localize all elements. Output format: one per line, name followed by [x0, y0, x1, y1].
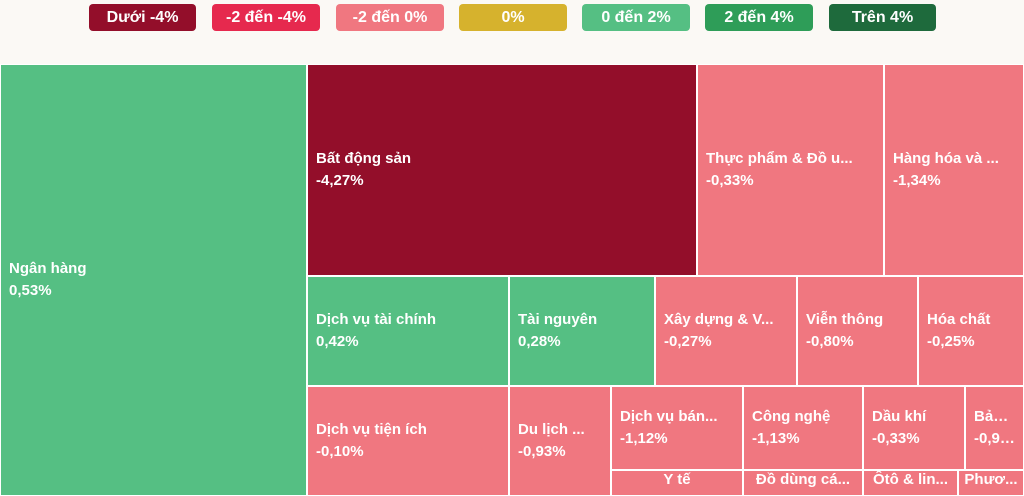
legend-item-minus-2-to-0[interactable]: -2 đến 0% — [336, 4, 444, 31]
tile-sector-name: Hàng hóa và ... — [893, 150, 999, 167]
tile-change-value: -4,27% — [316, 172, 364, 189]
tile-change-value: -0,80% — [806, 333, 854, 350]
legend-item-2-to-4[interactable]: 2 đến 4% — [705, 4, 813, 31]
sector-treemap: Ngân hàng 0,53% Bất động sản -4,27% Thực phẩ… — [0, 64, 1024, 496]
tile-change-value: -0,93% — [518, 443, 566, 460]
treemap-tile[interactable]: Y tế -0,06% — [611, 470, 743, 496]
tile-change-value: -1,13% — [752, 430, 800, 447]
treemap-tile[interactable]: Dịch vụ bán... -1,12% — [611, 386, 743, 470]
treemap-tile[interactable]: Dịch vụ tài chính 0,42% — [307, 276, 509, 386]
tile-change-value: -0,33% — [872, 430, 920, 447]
tile-sector-name: Dịch vụ tiện ích — [316, 421, 427, 438]
tile-change-value: 0,28% — [518, 333, 561, 350]
treemap-tile[interactable]: Bất động sản -4,27% — [307, 64, 697, 276]
tile-change-value: 0,53% — [9, 282, 52, 299]
tile-sector-name: Phươ... — [964, 471, 1018, 488]
treemap-tile[interactable]: Viễn thông -0,80% — [797, 276, 918, 386]
treemap-tile[interactable]: Hàng hóa và ... -1,34% — [884, 64, 1024, 276]
treemap-tile[interactable]: Hóa chất -0,25% — [918, 276, 1024, 386]
tile-sector-name: Hóa chất — [927, 311, 991, 328]
tile-change-value: 0,42% — [316, 333, 359, 350]
tile-sector-name: Viễn thông — [806, 311, 884, 328]
tile-sector-name: Bất động sản — [316, 150, 412, 167]
tile-change-value: -1,12% — [620, 430, 668, 447]
treemap-tile[interactable]: Đồ dùng cá... -0,85% — [743, 470, 863, 496]
treemap-tile[interactable]: Xây dựng & V... -0,27% — [655, 276, 797, 386]
legend-item-minus-2-to-minus-4[interactable]: -2 đến -4% — [212, 4, 320, 31]
legend-item-above-4[interactable]: Trên 4% — [829, 4, 936, 31]
tile-change-value: -0,94% — [974, 430, 1015, 447]
treemap-tile[interactable]: Thực phẩm & Đồ u... -0,33% — [697, 64, 884, 276]
tile-sector-name: Dầu khí — [872, 408, 927, 425]
treemap-tile[interactable]: Dịch vụ tiện ích -0,10% — [307, 386, 509, 496]
treemap-tile[interactable]: Du lịch ... -0,93% — [509, 386, 611, 496]
legend-item-zero[interactable]: 0% — [459, 4, 567, 31]
tile-change-value: -0,18% — [967, 491, 1015, 495]
tile-change-value: -0,85% — [779, 491, 827, 495]
tile-sector-name: Y tế — [663, 471, 691, 488]
tile-change-value: -1,34% — [893, 172, 941, 189]
treemap-tile[interactable]: Tài nguyên 0,28% — [509, 276, 655, 386]
tile-sector-name: Bảo ... — [974, 408, 1015, 425]
tile-sector-name: Dịch vụ bán... — [620, 408, 718, 425]
tile-change-value: -0,04% — [887, 491, 935, 495]
tile-sector-name: Đồ dùng cá... — [755, 471, 851, 488]
tile-sector-name: Ngân hàng — [9, 260, 87, 277]
tile-sector-name: Tài nguyên — [518, 311, 598, 328]
treemap-tile[interactable]: Bảo ... -0,94% — [965, 386, 1024, 470]
tile-sector-name: Du lịch ... — [518, 421, 585, 438]
treemap-tile[interactable]: Công nghệ -1,13% — [743, 386, 863, 470]
tile-change-value: -0,10% — [316, 443, 364, 460]
tile-change-value: -0,25% — [927, 333, 975, 350]
tile-sector-name: Thực phẩm & Đồ u... — [706, 150, 853, 167]
legend-item-below-minus-4[interactable]: Dưới -4% — [89, 4, 196, 31]
tile-change-value: -0,06% — [653, 491, 701, 495]
tile-change-value: -0,27% — [664, 333, 712, 350]
legend: Dưới -4% -2 đến -4% -2 đến 0% 0% 0 đến 2… — [0, 0, 1024, 40]
treemap-tile[interactable]: Ngân hàng 0,53% — [0, 64, 307, 496]
tile-change-value: -0,33% — [706, 172, 754, 189]
treemap-tile[interactable]: Ôtô & lin... -0,04% — [863, 470, 958, 496]
legend-item-0-to-2[interactable]: 0 đến 2% — [582, 4, 690, 31]
tile-sector-name: Công nghệ — [752, 408, 831, 425]
treemap-tile[interactable]: Phươ... -0,18% — [958, 470, 1024, 496]
treemap-tile[interactable]: Dầu khí -0,33% — [863, 386, 965, 470]
tile-sector-name: Ôtô & lin... — [873, 471, 948, 488]
tile-sector-name: Dịch vụ tài chính — [316, 311, 437, 328]
tile-sector-name: Xây dựng & V... — [664, 311, 774, 328]
